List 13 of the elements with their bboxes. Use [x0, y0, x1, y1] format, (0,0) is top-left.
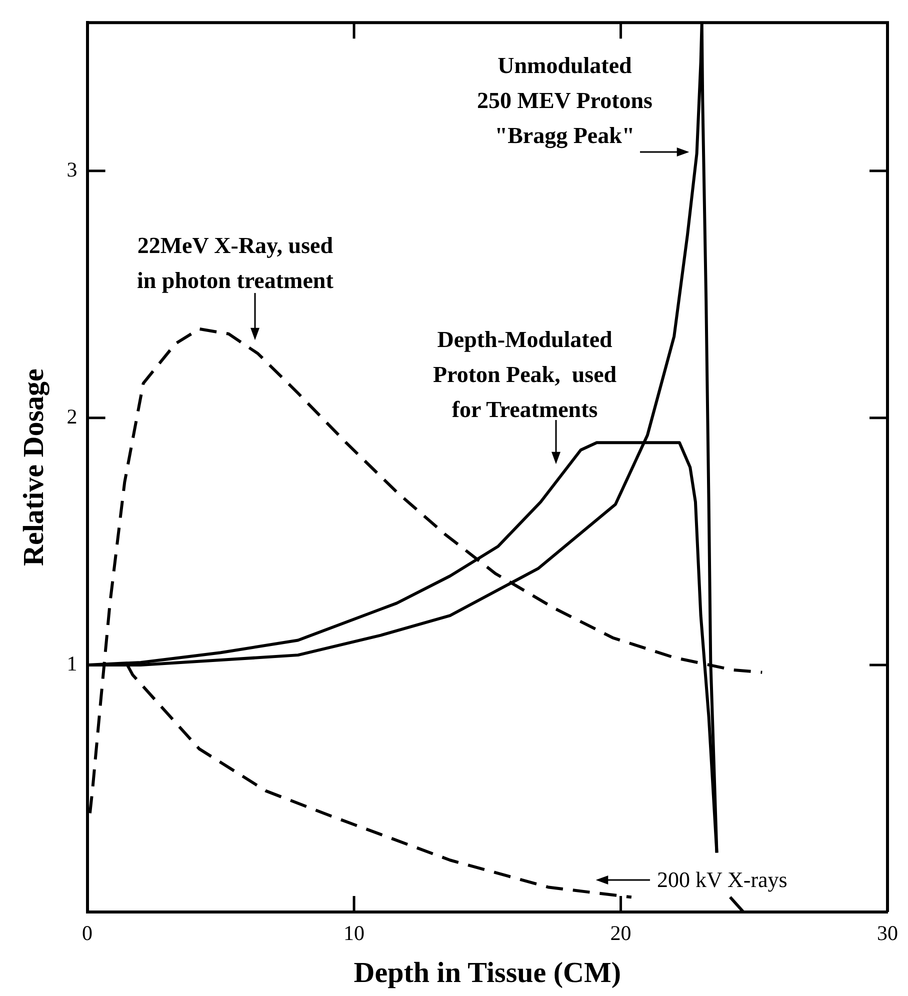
annotation: 22MeV X-Ray, used in photon treatment [137, 232, 334, 295]
y-tick-label: 1 [66, 651, 78, 676]
x-axis-title: Depth in Tissue (CM) [354, 957, 622, 990]
x-tick-label: 20 [610, 921, 632, 946]
annotation: 200 kV X-rays [657, 866, 788, 894]
annotation: Unmodulated 250 MEV Protons "Bragg Peak" [477, 52, 652, 150]
y-axis-title: Relative Dosage [18, 368, 50, 566]
annotation: Depth-Modulated Proton Peak, used for Treatments [433, 326, 617, 424]
y-tick-label: 3 [66, 157, 78, 182]
x-tick-label: 10 [344, 921, 365, 946]
y-tick-label: 2 [66, 404, 78, 428]
x-tick-label: 0 [82, 921, 93, 946]
x-tick-label: 30 [877, 921, 898, 946]
